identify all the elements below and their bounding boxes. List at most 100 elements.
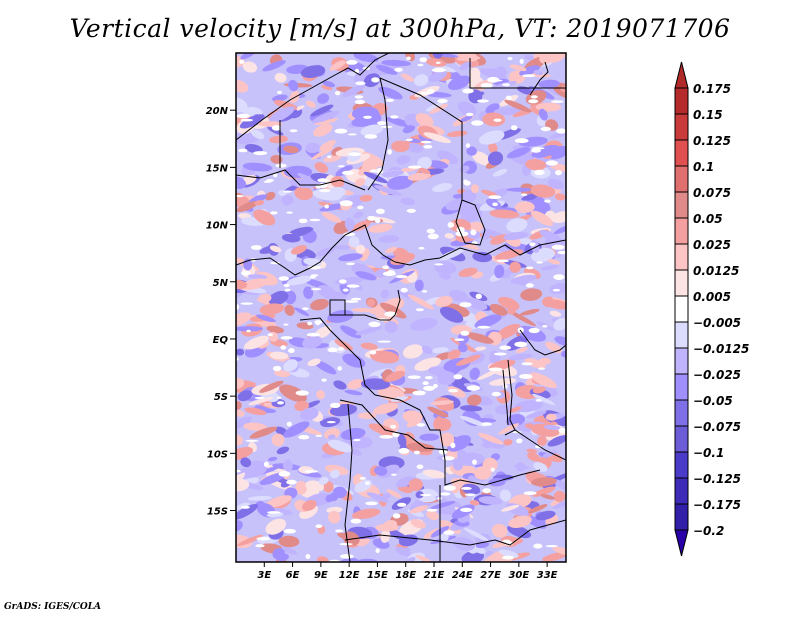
field-cell [378, 86, 403, 100]
field-cell [286, 421, 292, 427]
field-cell [300, 65, 326, 78]
field-cell [493, 168, 508, 177]
field-cell [369, 350, 400, 364]
field-cell [415, 308, 424, 312]
field-cell [490, 467, 495, 472]
field-cell [506, 218, 528, 233]
field-cell [519, 308, 540, 316]
field-cell [377, 429, 390, 437]
field-cell [354, 177, 366, 187]
field-cell [307, 358, 321, 367]
colorbar-label: −0.175 [693, 498, 741, 512]
field-cell [236, 97, 248, 113]
field-cell [406, 143, 424, 153]
field-cell [315, 434, 323, 437]
field-cell [236, 377, 245, 389]
field-cell [339, 279, 347, 284]
colorbar-label: 0.005 [693, 290, 731, 304]
border-line [299, 317, 376, 396]
field-cell [258, 293, 272, 303]
field-cell [376, 168, 384, 174]
field-cell [433, 417, 452, 432]
field-cell [341, 170, 354, 175]
field-cell [551, 478, 566, 493]
field-cell [435, 61, 441, 64]
field-cell [556, 128, 566, 134]
field-cell [423, 145, 433, 149]
colorbar-label: 0.125 [693, 134, 731, 148]
field-cell [459, 302, 472, 308]
field-cell [305, 554, 311, 559]
field-cell [263, 461, 269, 467]
field-cell [553, 317, 566, 331]
field-cell [507, 56, 513, 61]
border-line [367, 77, 389, 191]
field-cell [236, 80, 249, 93]
field-cell [386, 489, 402, 499]
border-line [344, 403, 353, 562]
border-line [339, 399, 449, 451]
field-cell [529, 372, 557, 389]
field-cell [277, 401, 284, 405]
field-cell [509, 64, 527, 72]
field-cell [390, 115, 399, 119]
field-cell [351, 297, 362, 301]
field-cell [277, 396, 282, 399]
field-cell [244, 143, 263, 154]
field-cell [236, 469, 241, 473]
field-cell [419, 493, 432, 497]
x-axis: 3E 6E 9E 12E 15E 18E 21E 24E 27E 30E 33E [257, 562, 558, 581]
field-cell [553, 274, 565, 280]
colorbar-label: −0.125 [693, 472, 741, 486]
field-cell [547, 435, 566, 447]
field-cell [351, 508, 381, 520]
colorbar-label: −0.1 [693, 446, 724, 460]
field-cell [536, 261, 543, 264]
field-cell [440, 492, 451, 496]
field-cell [316, 390, 325, 400]
field-cell [503, 231, 529, 241]
field-cell [373, 402, 399, 415]
field-cell [410, 519, 426, 529]
field-cell [545, 299, 566, 310]
colorbar-label: −0.0125 [693, 342, 749, 356]
field-cell [338, 253, 363, 262]
field-cell [479, 68, 508, 82]
field-cell [492, 202, 498, 207]
field-cell [505, 95, 512, 101]
field-cell [434, 263, 444, 266]
x-tick-label: 9E [314, 570, 328, 581]
field-cell [515, 347, 528, 354]
field-cell [475, 293, 482, 299]
field-cell [553, 223, 566, 235]
field-cell [416, 423, 426, 427]
field-cell [268, 290, 289, 306]
field-cell [254, 396, 265, 400]
field-cell [310, 298, 329, 311]
field-cell [406, 442, 435, 452]
field-cell [344, 217, 355, 231]
field-cell [355, 271, 377, 281]
field-cell [438, 449, 448, 455]
field-cell [344, 389, 363, 396]
field-cell [463, 527, 490, 542]
field-cell [319, 420, 328, 427]
field-cell [342, 353, 366, 368]
field-cell [469, 67, 481, 81]
field-cell [533, 543, 543, 549]
field-cell [281, 233, 301, 243]
field-cell [539, 357, 551, 365]
field-cell [481, 189, 498, 197]
field-cell [549, 132, 566, 139]
field-cell [374, 466, 388, 476]
field-cell [488, 367, 503, 372]
field-cell [397, 502, 407, 507]
field-cell [544, 424, 561, 431]
field-cell [346, 262, 355, 266]
field-cell [359, 477, 366, 480]
field-cell [432, 67, 446, 73]
field-cell [314, 162, 328, 173]
field-cell [523, 491, 537, 496]
field-cell [266, 325, 285, 334]
field-cell [495, 323, 521, 340]
